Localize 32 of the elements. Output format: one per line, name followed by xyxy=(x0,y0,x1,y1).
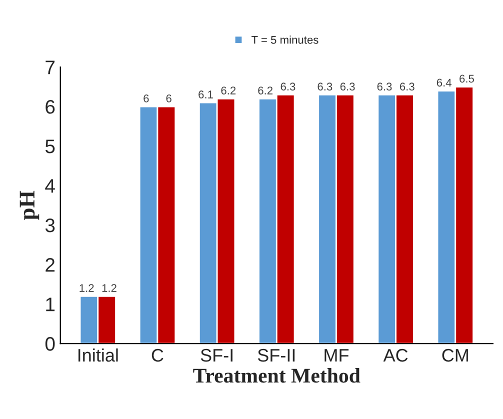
data-label: 6.3 xyxy=(377,82,392,91)
data-label: 1.2 xyxy=(80,284,94,292)
y-tick-label: 6 xyxy=(46,100,55,114)
y-tick-label: 5 xyxy=(45,140,55,154)
x-tick-label: C xyxy=(152,348,164,362)
data-label: 6 xyxy=(166,94,172,102)
x-tick-label: AC xyxy=(383,348,408,362)
y-tick-label: 4 xyxy=(45,179,55,193)
x-tick-label: MF xyxy=(324,349,349,362)
data-label: 1.2 xyxy=(102,284,116,292)
y-tick-label: 3 xyxy=(45,218,55,232)
x-tick-label: SF-II xyxy=(258,348,295,362)
data-label: 6 xyxy=(144,94,149,102)
data-label: 6.2 xyxy=(221,86,236,94)
y-tick-label: 2 xyxy=(46,258,55,272)
data-label: 6.5 xyxy=(460,74,474,83)
data-label: 6.3 xyxy=(340,82,355,91)
data-label: 6.4 xyxy=(436,78,452,87)
x-tick-label: CM xyxy=(442,348,468,362)
y-tick-label: 0 xyxy=(45,337,55,351)
data-label: 6.3 xyxy=(400,82,414,91)
y-axis-title: pH xyxy=(20,190,40,220)
data-label: 6.1 xyxy=(198,90,213,98)
x-axis-title: Treatment Method xyxy=(193,368,360,383)
x-tick-label: Initial xyxy=(78,348,118,362)
data-label: 6.2 xyxy=(258,86,272,94)
data-label: 6.3 xyxy=(280,82,296,91)
x-tick-label: SF-I xyxy=(200,348,232,362)
y-tick-label: 7 xyxy=(46,60,55,74)
y-tick-label: 1 xyxy=(46,298,55,312)
data-label: 6.3 xyxy=(318,82,332,91)
legend-label: T = 5 minutes xyxy=(252,36,318,44)
